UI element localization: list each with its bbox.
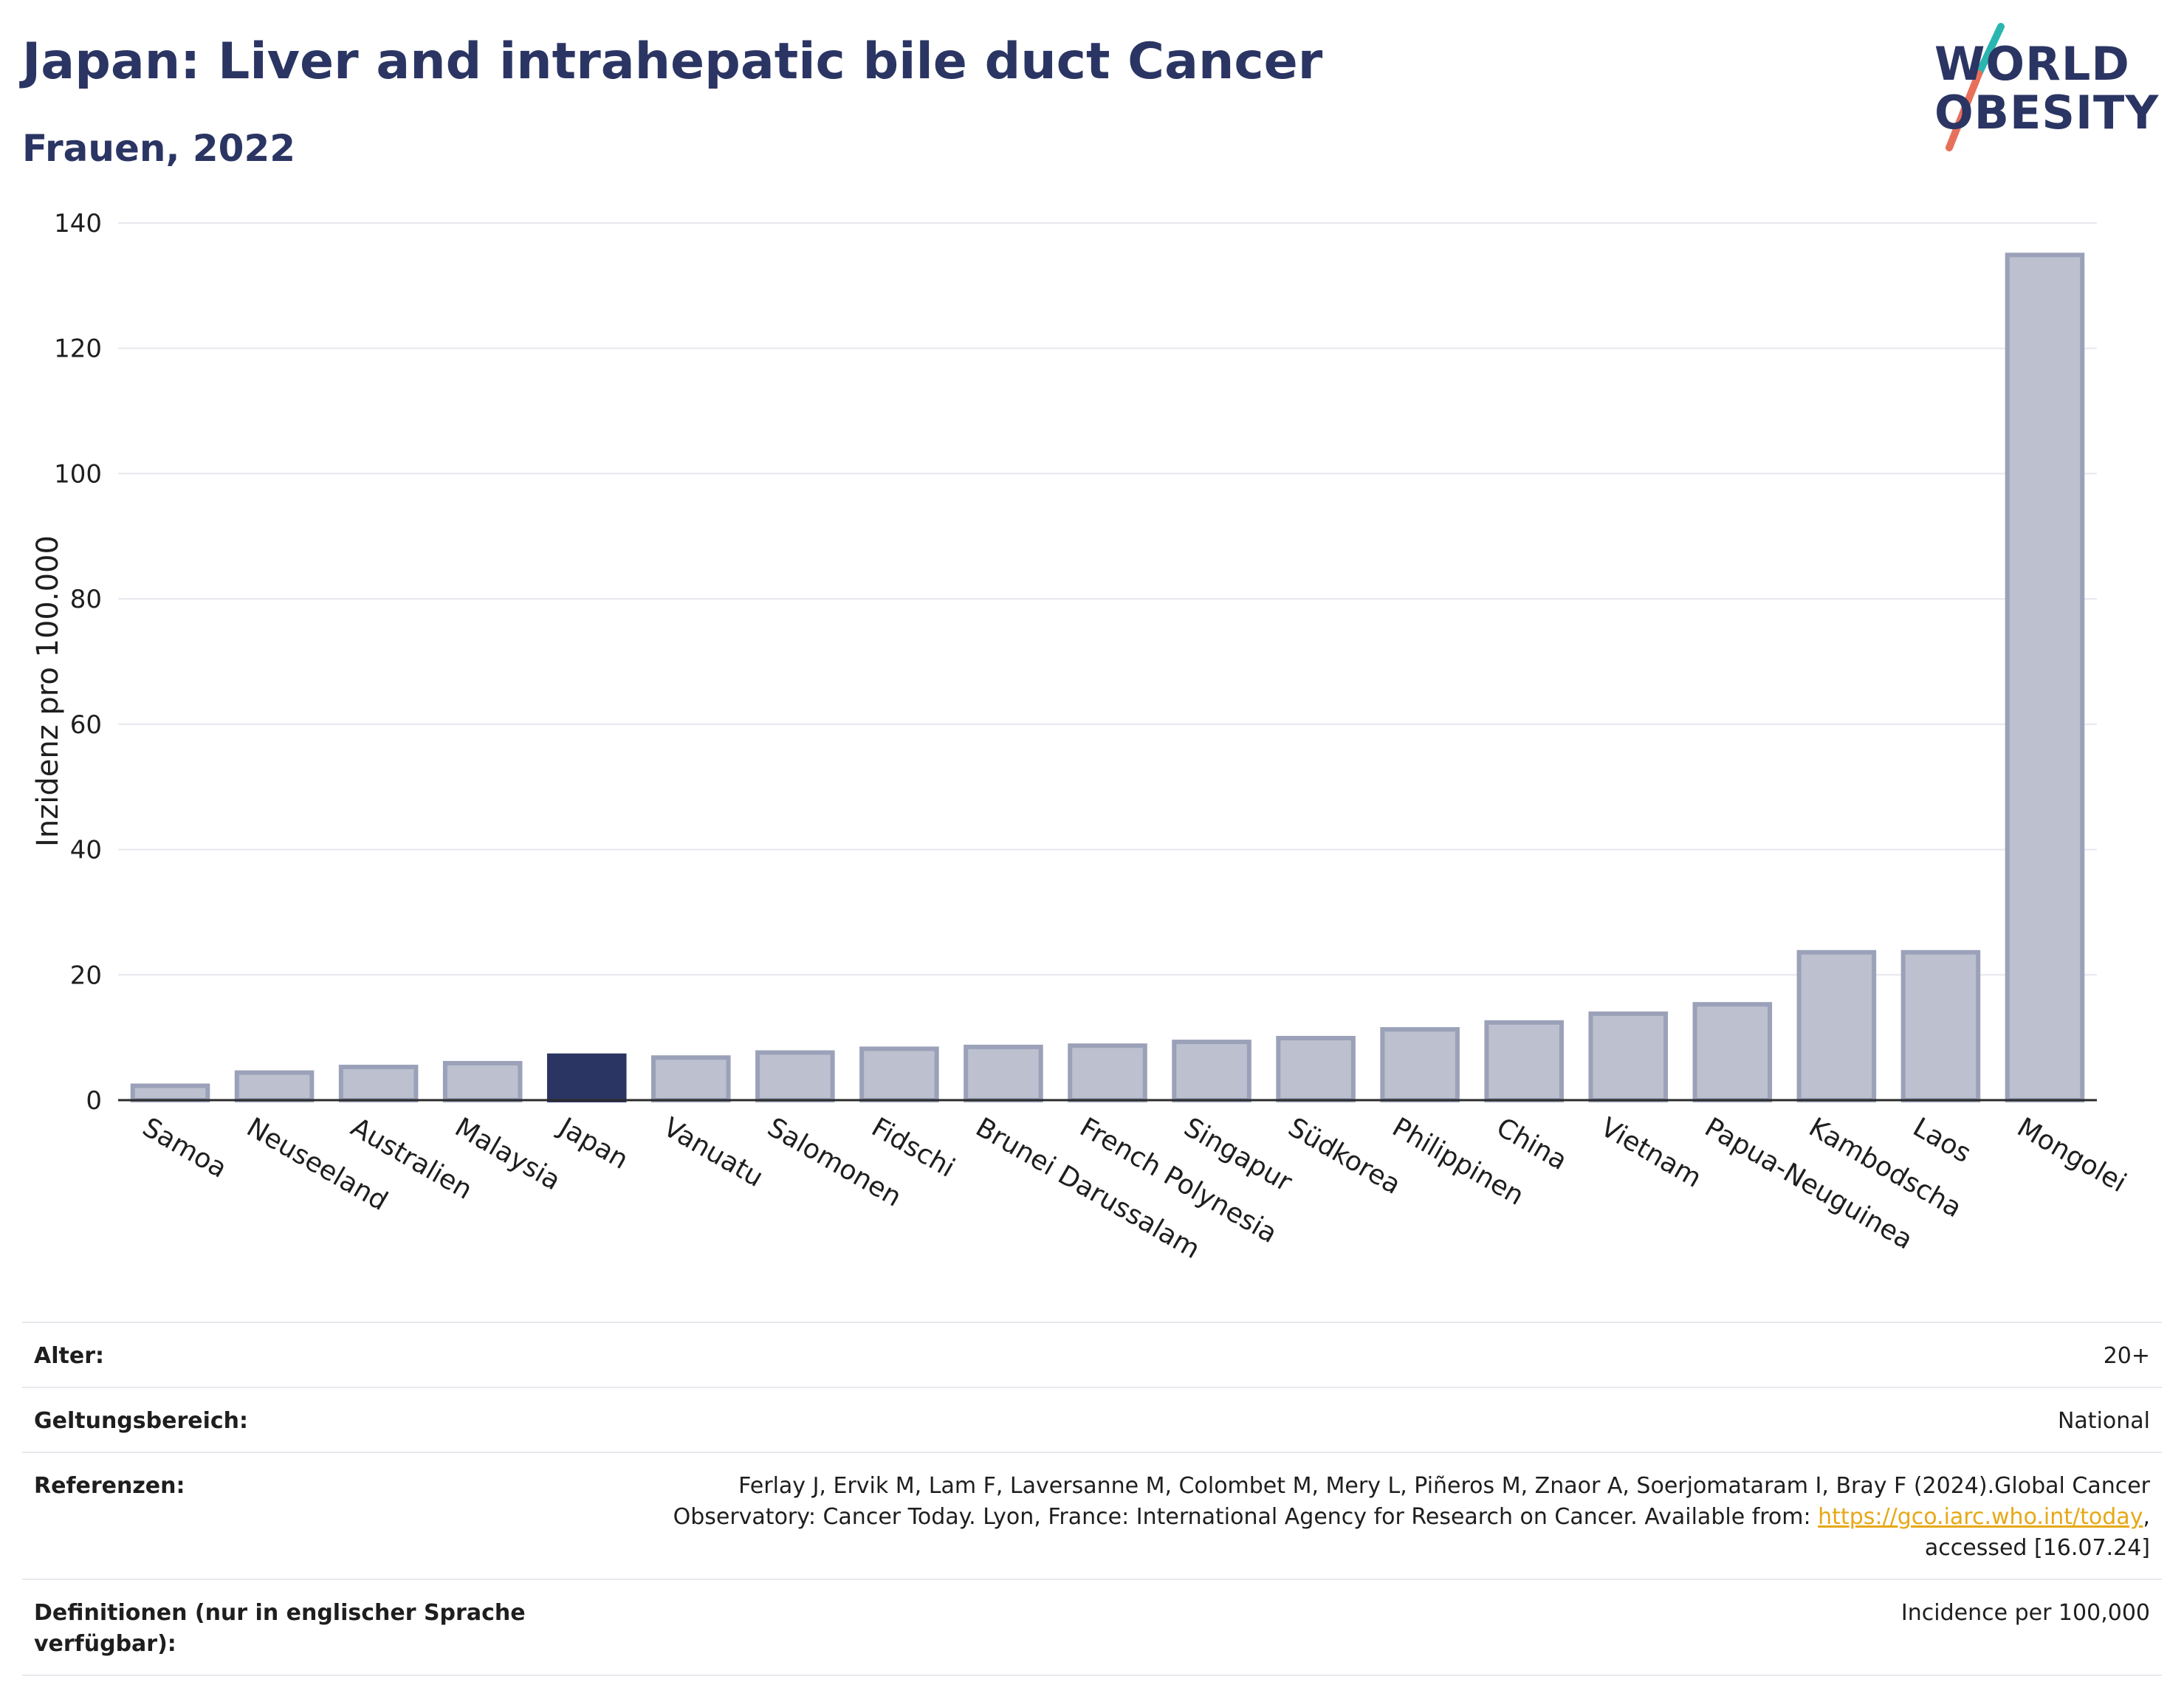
x-tick-label: Samoa (137, 1112, 232, 1184)
info-row-references: Referenzen: Ferlay J, Ervik M, Lam F, La… (22, 1453, 2162, 1580)
page-subtitle: Frauen, 2022 (22, 127, 296, 170)
bar-brunei-darussalam (964, 1044, 1043, 1103)
x-tick-label: Vietnam (1596, 1112, 1706, 1194)
bar-china (1484, 1020, 1564, 1102)
info-value-scope: National (2057, 1408, 2150, 1434)
world-obesity-logo: WORLD OBESITY (1920, 22, 2171, 155)
x-tick-label: Vanuatu (658, 1112, 768, 1193)
y-axis-ticks: 0 20 40 60 80 100 120 140 (54, 209, 102, 1116)
y-tick-label: 20 (70, 961, 102, 990)
y-tick-label: 140 (54, 209, 102, 238)
bar-neuseeland (234, 1070, 315, 1102)
info-label-age: Alter: (34, 1343, 104, 1369)
bar-french-polynesia (1068, 1043, 1147, 1103)
y-tick-label: 100 (54, 459, 102, 489)
bar-singapur (1172, 1040, 1251, 1103)
reference-accessed: , accessed [16.07.24] (1924, 1504, 2150, 1561)
bar-salomonen (755, 1050, 835, 1102)
info-value-references: Ferlay J, Ervik M, Lam F, Laversanne M, … (636, 1471, 2150, 1564)
y-tick-label: 60 (70, 710, 102, 740)
x-tick-label: Japan (553, 1111, 633, 1175)
info-table: Alter: 20+ Geltungsbereich: National Ref… (22, 1322, 2162, 1676)
bar-vanuatu (651, 1055, 731, 1102)
bar-vietnam (1588, 1011, 1669, 1102)
bar-südkorea (1276, 1035, 1356, 1103)
reference-text: Ferlay J, Ervik M, Lam F, Laversanne M, … (673, 1473, 2150, 1530)
bar-fidschi (859, 1046, 939, 1102)
x-tick-label: Südkorea (1283, 1112, 1406, 1201)
logo-slash-icon (1946, 23, 2005, 151)
info-row-scope: Geltungsbereich: National (22, 1388, 2162, 1453)
info-label-scope: Geltungsbereich: (34, 1408, 249, 1434)
info-label-references: Referenzen: (34, 1473, 185, 1499)
bar-laos (1900, 950, 1981, 1103)
logo-text-obesity: OBESITY (1934, 86, 2160, 140)
y-axis-title: Inzidenz pro 100.000 (31, 535, 65, 847)
bar-mongolei (2005, 253, 2085, 1103)
x-tick-label: Laos (1908, 1112, 1976, 1169)
bar-kambodscha (1796, 950, 1877, 1103)
y-tick-label: 80 (70, 585, 102, 614)
x-tick-label: Mongolei (2012, 1112, 2132, 1198)
info-row-age: Alter: 20+ (22, 1323, 2162, 1388)
bar-philippinen (1380, 1027, 1460, 1103)
logo-text-world: WORLD (1934, 37, 2130, 91)
info-value-age: 20+ (2103, 1343, 2150, 1369)
bar-samoa (130, 1083, 210, 1103)
bar-malaysia (442, 1060, 523, 1103)
info-row-definitions: Definitionen (nur in englischer Sprache … (22, 1580, 2162, 1676)
bar-papua-neuguinea (1692, 1002, 1773, 1102)
x-tick-label: China (1491, 1112, 1573, 1176)
bars (130, 253, 2085, 1103)
bar-australien (338, 1065, 419, 1103)
y-tick-label: 40 (70, 836, 102, 865)
bar-japan (546, 1053, 627, 1103)
page-title: Japan: Liver and intrahepatic bile duct … (22, 32, 1323, 91)
grid-lines (118, 222, 2097, 976)
y-tick-label: 120 (54, 334, 102, 364)
reference-link[interactable]: https://gco.iarc.who.int/today (1818, 1504, 2143, 1530)
y-tick-label: 0 (86, 1086, 102, 1116)
info-label-definitions: Definitionen (nur in englischer Sprache … (34, 1600, 526, 1657)
bar-chart: 0 20 40 60 80 100 120 140 Samoa NeuseelandAustra… (31, 209, 2132, 1265)
info-value-definitions: Incidence per 100,000 (1900, 1600, 2150, 1626)
